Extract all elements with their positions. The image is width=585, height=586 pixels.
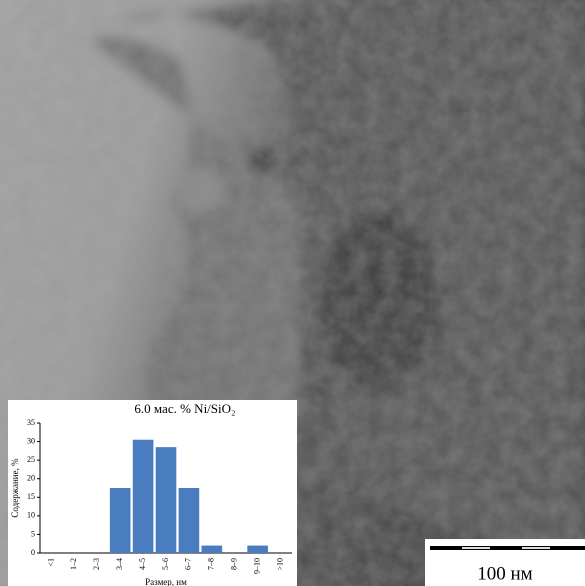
bar (247, 546, 268, 553)
scale-bar-label: 100 нм (477, 563, 532, 584)
scale-bar-segment (522, 547, 550, 549)
histogram-inset: 6.0 мас. % Ni/SiO₂ Содержание, % Размер,… (8, 400, 297, 586)
x-tick-label: 6–7 (184, 558, 193, 570)
y-tick-label: 35 (27, 418, 35, 427)
x-tick-label: 1–2 (69, 558, 78, 570)
x-tick-label: >10 (275, 558, 284, 571)
bar (202, 546, 223, 553)
chart-title: 6.0 мас. % Ni/SiO₂ (134, 401, 235, 416)
scale-bar: 100 нм (425, 539, 585, 586)
x-axis-label: Размер, нм (145, 577, 187, 586)
y-tick-label: 10 (27, 511, 35, 520)
micrograph: 6.0 мас. % Ni/SiO₂ Содержание, % Размер,… (0, 0, 585, 586)
x-tick-label: 8–9 (230, 558, 239, 570)
x-tick-label: 7–8 (207, 558, 216, 570)
scale-bar-segment (462, 547, 490, 549)
y-tick-label: 0 (31, 548, 35, 557)
scale-bar-line (430, 546, 585, 550)
bar (156, 447, 177, 553)
x-tick-label: 5–6 (161, 558, 170, 570)
y-tick-label: 20 (27, 474, 35, 483)
bar (133, 440, 154, 553)
x-tick-label: 9–10 (252, 558, 261, 574)
y-tick-label: 5 (31, 529, 35, 538)
x-tick-label: 3–4 (115, 558, 124, 570)
x-tick-label: <1 (46, 558, 55, 567)
y-tick-label: 15 (27, 492, 35, 501)
bar (179, 488, 200, 553)
y-tick-label: 25 (27, 455, 35, 464)
y-tick-label: 30 (27, 436, 35, 445)
bar (110, 488, 131, 553)
x-tick-label: 2–3 (92, 558, 101, 570)
x-tick-label: 4–5 (138, 558, 147, 570)
y-axis-label: Содержание, % (10, 458, 20, 518)
